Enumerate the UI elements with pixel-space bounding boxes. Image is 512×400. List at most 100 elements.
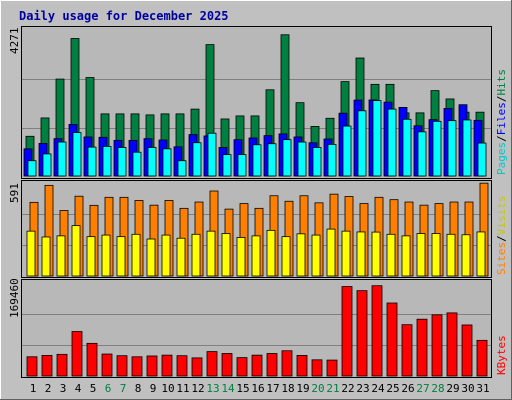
legend-visits: Visits	[495, 196, 508, 236]
visits-bar-day-16	[251, 235, 261, 277]
visits-bar-day-11	[176, 237, 186, 277]
visits-bar-day-21	[326, 228, 336, 277]
kbytes-bar-day-9	[146, 355, 158, 377]
visits-bar-day-28	[431, 233, 441, 277]
pages-bar-day-4	[72, 132, 82, 177]
x-tick-label-day-24: 24	[371, 382, 385, 395]
visits-bar-day-6	[101, 234, 111, 277]
pages-bar-day-2	[42, 153, 52, 177]
visits-bar-day-24	[371, 231, 381, 277]
x-tick-label-day-1: 1	[30, 382, 37, 395]
pages-bar-day-30	[462, 119, 472, 177]
kbytes-bar-day-26	[401, 324, 413, 377]
kbytes-bar-day-23	[356, 290, 368, 377]
x-axis-labels: 1 2 3 4 5 6 7 8 9 10 11 12 13 14 15 16 17 18 19 20 21 22 23 24 2…	[30, 382, 490, 395]
pages-bar-day-8	[132, 151, 142, 177]
visits-bar-day-15	[236, 237, 246, 277]
visits-bar-day-1	[26, 230, 36, 277]
visits-bar-day-17	[266, 229, 276, 277]
visits-bar-day-23	[356, 231, 366, 277]
pages-bar-day-16	[252, 144, 262, 177]
kbytes-bar-day-11	[176, 355, 188, 377]
pages-bar-day-3	[57, 141, 67, 177]
sites-ymax-label: 591	[8, 183, 21, 203]
kbytes-bar-day-13	[206, 351, 218, 377]
x-tick-label-day-3: 3	[60, 382, 67, 395]
pages-bar-day-12	[192, 142, 202, 177]
kbytes-bar-day-21	[326, 359, 338, 377]
pages-bar-day-19	[297, 141, 307, 177]
pages-bar-day-24	[372, 100, 382, 177]
pages-bar-day-26	[402, 118, 412, 177]
kbytes-bar-day-27	[416, 318, 428, 377]
visits-bar-day-5	[86, 236, 96, 277]
x-tick-label-day-17: 17	[266, 382, 279, 395]
x-tick-label-day-28: 28	[431, 382, 444, 395]
x-tick-label-day-9: 9	[150, 382, 157, 395]
kbytes-bar-day-24	[371, 285, 383, 377]
visits-bar-day-7	[116, 236, 126, 277]
pages-bar-day-10	[162, 148, 172, 177]
pages-bar-day-18	[282, 139, 292, 177]
visits-bar-day-8	[131, 233, 141, 277]
kbytes-bar-day-18	[281, 350, 293, 377]
kbytes-bar-day-4	[71, 331, 83, 377]
kbytes-legend: KBytes	[495, 335, 508, 375]
kbytes-bar-day-10	[161, 354, 173, 377]
kbytes-bar-day-17	[266, 353, 278, 377]
kbytes-bar-day-3	[56, 353, 68, 377]
x-tick-label-day-12: 12	[191, 382, 204, 395]
kbytes-bar-day-29	[446, 312, 458, 377]
x-tick-label-day-31: 31	[476, 382, 489, 395]
kbytes-bar-day-7	[116, 355, 128, 377]
legend-kbytes: KBytes	[495, 335, 508, 375]
pages-bar-day-14	[222, 154, 232, 177]
x-tick-label-day-7: 7	[120, 382, 127, 395]
kbytes-bar-day-28	[431, 314, 443, 377]
visits-bar-day-10	[161, 234, 171, 277]
sites-legend: Sites/Visits	[495, 196, 508, 276]
visits-bar-day-3	[56, 235, 66, 277]
x-tick-label-day-15: 15	[236, 382, 249, 395]
kbytes-bar-day-12	[191, 357, 203, 377]
pages-bar-day-21	[327, 144, 337, 177]
pages-bar-day-11	[177, 160, 187, 177]
x-tick-label-day-25: 25	[386, 382, 399, 395]
legend-files: Files	[495, 102, 508, 135]
kbytes-bar-day-1	[26, 356, 38, 377]
pages-bar-day-7	[117, 147, 127, 177]
pages-bar-day-27	[417, 131, 427, 177]
visits-bar-day-18	[281, 236, 291, 277]
kbytes-bar-day-6	[101, 353, 113, 377]
kbytes-bar-day-2	[41, 355, 53, 377]
pages-bar-day-17	[267, 143, 277, 177]
visits-bar-day-2	[41, 236, 51, 277]
x-tick-label-day-21: 21	[326, 382, 339, 395]
svg-text:Pages/Files/Hits: Pages/Files/Hits	[495, 69, 508, 175]
visits-bar-day-14	[221, 233, 231, 277]
pages-bar-day-9	[147, 147, 157, 177]
x-tick-label-day-8: 8	[135, 382, 142, 395]
x-tick-label-day-4: 4	[75, 382, 82, 395]
pages-bar-day-28	[432, 120, 442, 177]
x-tick-label-day-26: 26	[401, 382, 414, 395]
legend-pages: Pages	[495, 142, 508, 175]
svg-text:Sites/Visits: Sites/Visits	[495, 196, 508, 276]
x-tick-label-day-5: 5	[90, 382, 97, 395]
visits-bar-day-22	[341, 230, 351, 277]
visits-bar-day-31	[476, 231, 486, 277]
visits-bar-day-29	[446, 233, 456, 277]
chart-title: Daily usage for December 2025	[19, 9, 229, 23]
kbytes-bar-day-22	[341, 286, 353, 377]
svg-text:KBytes: KBytes	[495, 335, 508, 375]
visits-bar-day-19	[296, 233, 306, 277]
x-tick-label-day-10: 10	[161, 382, 174, 395]
pages-bar-day-13	[207, 132, 217, 177]
x-tick-label-day-22: 22	[341, 382, 354, 395]
kbytes-bar-day-5	[86, 342, 98, 377]
hits-legend: Pages/Files/Hits	[495, 69, 508, 175]
pages-bar-day-23	[357, 110, 367, 177]
legend-sites: Sites	[495, 242, 508, 275]
x-tick-label-day-20: 20	[311, 382, 324, 395]
